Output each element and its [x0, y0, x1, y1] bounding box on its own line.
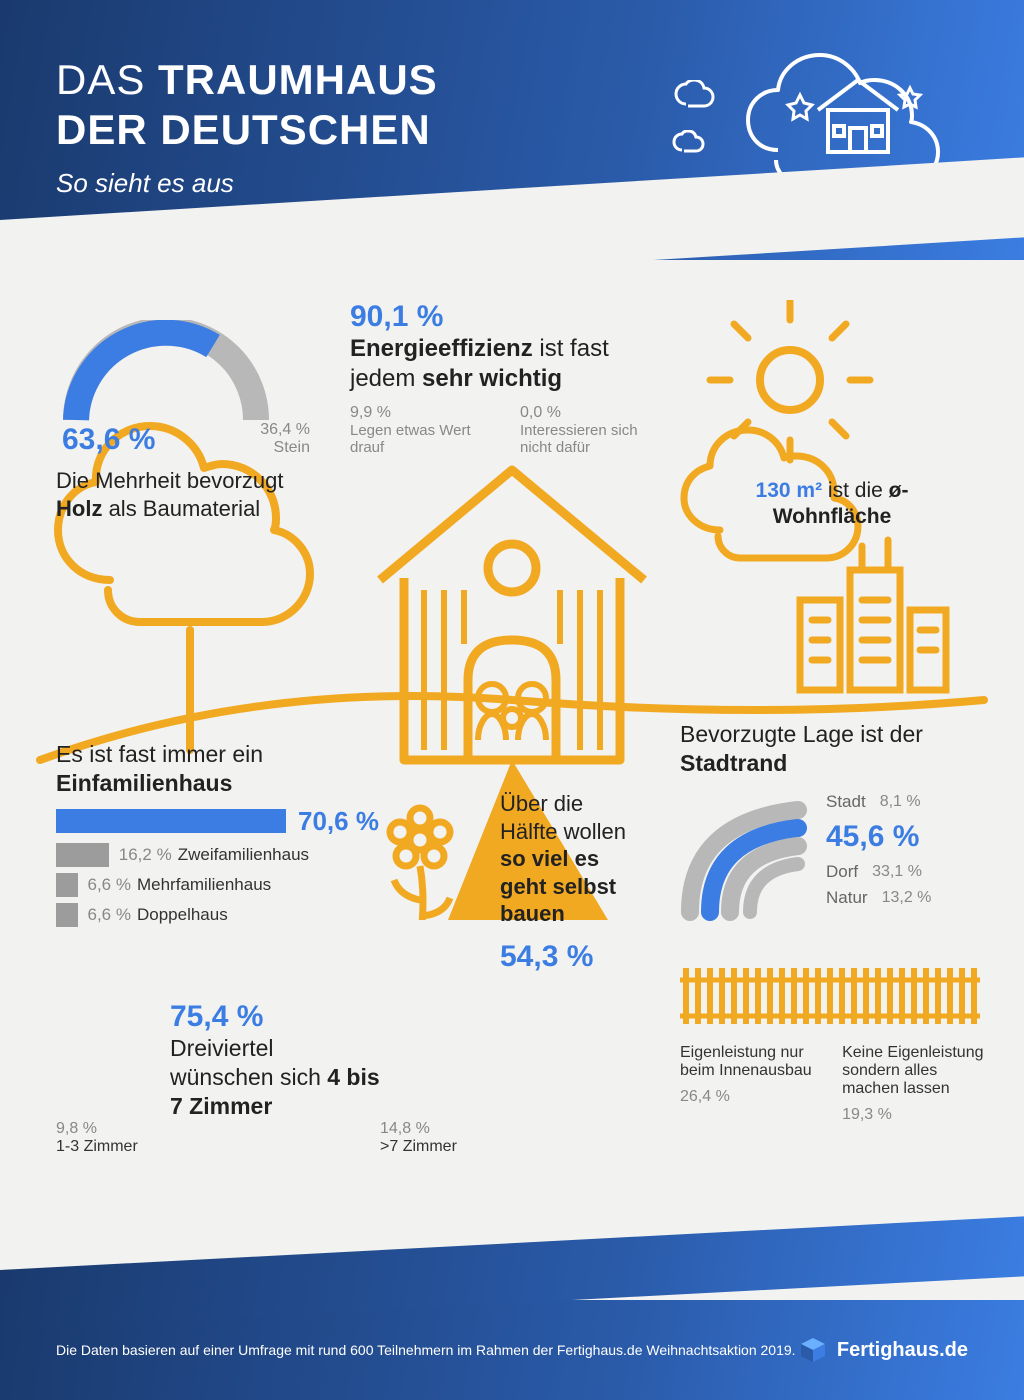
housetype-bars: 70,6 % 16,2 %Zweifamilienhaus 6,6 %Mehrfam…: [56, 806, 396, 927]
title-part1: DAS: [56, 56, 158, 103]
rooms-right: 14,8 % >7 Zimmer: [380, 1120, 457, 1156]
subtitle: So sieht es aus: [56, 168, 968, 199]
location-item-natur: Natur13,2 %: [826, 888, 980, 908]
energy-sub2: 0,0 % Interessieren sich nicht dafür: [520, 404, 660, 456]
small-cloud-icon-1: [674, 80, 724, 110]
rooms-text: Dreiviertel wünschen sich 4 bis 7 Zimmer: [170, 1034, 380, 1120]
bar: [56, 809, 286, 833]
diy-subs: Eigenleistung nur beim Innenausbau 26,4 …: [680, 1044, 990, 1124]
material-text: Die Mehrheit bevorzugt Holz als Baumater…: [56, 467, 316, 522]
diy-pct: 54,3 %: [500, 940, 630, 974]
location-block: Bevorzugte Lage ist der Stadtrand Stadt8…: [680, 720, 980, 922]
material-pct: 63,6 %: [62, 423, 155, 457]
bar-row: 6,6 %Mehrfamilienhaus: [56, 873, 396, 897]
brand-label: Fertighaus.de: [837, 1339, 968, 1362]
bar-row: 6,6 %Doppelhaus: [56, 903, 396, 927]
energy-pct: 90,1 %: [350, 300, 670, 334]
material-gauge: [56, 320, 276, 430]
bar-row: 16,2 %Zweifamilienhaus: [56, 843, 396, 867]
location-item-dorf: Dorf33,1 %: [826, 862, 980, 882]
area-text: 130 m² ist die ø-Wohnfläche: [742, 478, 922, 531]
footer-note: Die Daten basieren auf einer Umfrage mit…: [56, 1342, 796, 1358]
diy-sub1: Eigenleistung nur beim Innenausbau 26,4 …: [680, 1044, 818, 1124]
content: 63,6 % 36,4 % Stein Die Mehrheit bevorzu…: [0, 260, 1024, 1300]
rooms-pct: 75,4 %: [170, 1000, 380, 1034]
bar-row: 70,6 %: [56, 806, 396, 837]
location-road-icon: [680, 792, 810, 922]
fence-icon: [680, 960, 980, 1030]
brand-cube-icon: [799, 1336, 827, 1364]
rooms-block: 75,4 % Dreiviertel wünschen sich 4 bis 7…: [170, 1000, 380, 1120]
brand: Fertighaus.de: [799, 1336, 968, 1364]
dream-cloud-icon: [738, 40, 968, 190]
diy-text: Über die Hälfte wollen so viel es geht s…: [500, 790, 630, 928]
housetype-headline: Es ist fast immer ein Einfamilienhaus: [56, 740, 396, 798]
infographic-page: DAS TRAUMHAUS DER DEUTSCHEN So sieht es …: [0, 0, 1024, 1400]
diy-block: Über die Hälfte wollen so viel es geht s…: [500, 790, 630, 974]
bar: [56, 843, 109, 867]
diy-sub2: Keine Eigenleistung sondern alles machen…: [842, 1044, 990, 1124]
energy-sub1: 9,9 % Legen etwas Wert drauf: [350, 404, 480, 456]
location-main-pct: 45,6 %: [826, 820, 980, 854]
footer: Die Daten basieren auf einer Umfrage mit…: [0, 1300, 1024, 1400]
energy-block: 90,1 % Energieeffizienz ist fast jedem s…: [350, 300, 670, 456]
energy-headline: Energieeffizienz ist fast jedem sehr wic…: [350, 334, 670, 394]
location-headline: Bevorzugte Lage ist der Stadtrand: [680, 720, 980, 778]
location-item-stadt: Stadt8,1 %: [826, 792, 980, 812]
material-alt: 36,4 % Stein: [260, 421, 310, 457]
header: DAS TRAUMHAUS DER DEUTSCHEN So sieht es …: [0, 0, 1024, 260]
bar: [56, 873, 78, 897]
small-cloud-icon-2: [672, 130, 714, 156]
area-block: 130 m² ist die ø-Wohnfläche: [742, 478, 922, 531]
material-block: 63,6 % 36,4 % Stein Die Mehrheit bevorzu…: [56, 320, 316, 522]
bar: [56, 903, 78, 927]
title-part1-bold: TRAUMHAUS: [158, 56, 438, 103]
rooms-left: 9,8 % 1-3 Zimmer: [56, 1120, 138, 1156]
housetype-block: Es ist fast immer ein Einfamilienhaus 70…: [56, 740, 396, 933]
